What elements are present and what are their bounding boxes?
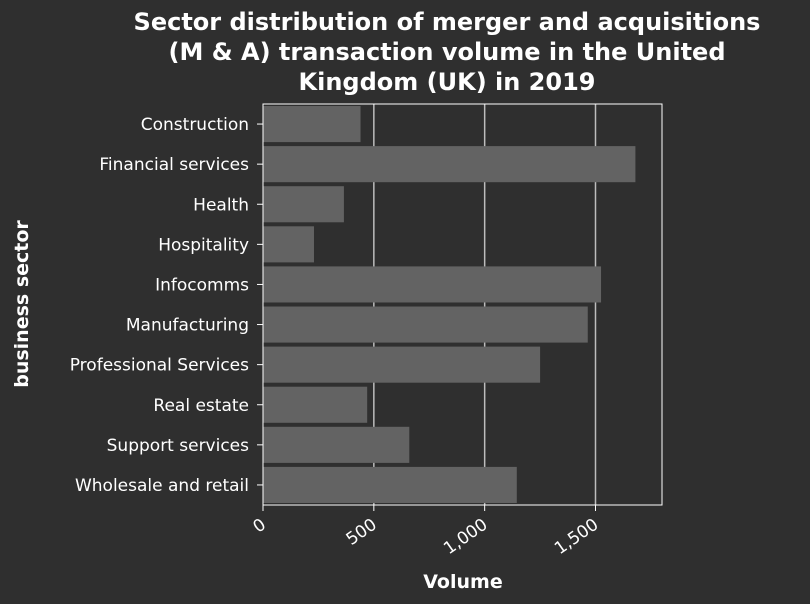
y-tick-label: Wholesale and retail <box>75 476 249 496</box>
bar <box>263 466 517 503</box>
chart-title-line-1: Sector distribution of merger and acquis… <box>134 8 761 36</box>
bar <box>263 306 588 343</box>
bar <box>263 266 602 303</box>
x-tick-label: 500 <box>343 515 381 550</box>
x-tick-label: 1,500 <box>551 515 602 559</box>
y-tick-label: Professional Services <box>70 356 249 376</box>
y-tick-label: Hospitality <box>158 235 249 255</box>
y-tick-label: Infocomms <box>155 275 249 295</box>
bar <box>263 146 636 183</box>
chart-title-line-3: Kingdom (UK) in 2019 <box>299 68 596 96</box>
bar <box>263 346 541 383</box>
y-tick-label: Financial services <box>99 155 249 175</box>
y-tick-label: Manufacturing <box>126 316 249 336</box>
bar <box>263 226 314 263</box>
bar <box>263 106 361 143</box>
bar <box>263 386 368 423</box>
bar <box>263 426 410 463</box>
x-axis-label: Volume <box>423 571 502 593</box>
x-axis-ticks: 0 500 1,000 1,500 <box>250 505 602 559</box>
bar <box>263 186 344 223</box>
y-tick-label: Health <box>193 195 249 215</box>
y-tick-label: Support services <box>107 436 250 456</box>
y-tick-label: Real estate <box>153 396 249 416</box>
y-tick-label: Construction <box>141 115 249 135</box>
x-tick-label: 1,000 <box>440 515 491 559</box>
plot-frame <box>262 103 663 506</box>
chart-title-line-2: (M & A) transaction volume in the United <box>169 38 726 66</box>
bars <box>263 106 636 503</box>
y-axis-label: business sector <box>11 220 33 388</box>
x-tick-label: 0 <box>250 515 270 538</box>
y-axis-ticks: Construction Financial services Health Hosp… <box>70 115 263 496</box>
